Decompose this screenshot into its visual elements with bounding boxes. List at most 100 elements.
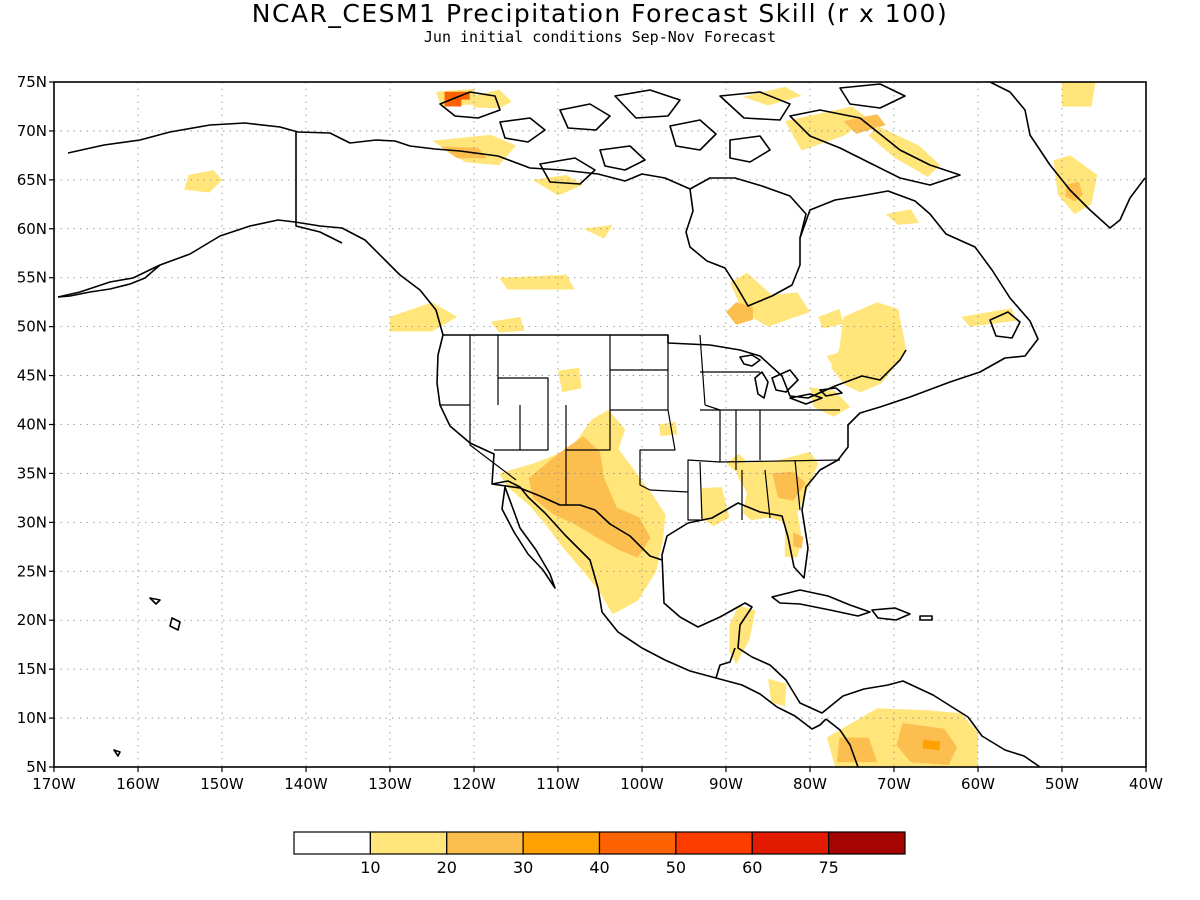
skill-region-level-1 bbox=[583, 224, 613, 239]
lat-tick-label: 20N bbox=[17, 611, 47, 629]
lat-tick-label: 40N bbox=[17, 416, 47, 434]
skill-region-level-1 bbox=[490, 316, 525, 333]
colorbar-label: 10 bbox=[360, 858, 380, 877]
colorbar-swatch bbox=[598, 831, 677, 855]
skill-region-level-3 bbox=[922, 739, 941, 751]
skill-region-level-1 bbox=[700, 487, 730, 527]
skill-region-level-1 bbox=[658, 421, 678, 437]
colorbar-swatch bbox=[293, 831, 371, 855]
lat-tick-label: 55N bbox=[17, 269, 47, 287]
hudson-bay bbox=[689, 177, 807, 239]
lat-tick-label: 75N bbox=[17, 73, 47, 91]
skill-region-level-1 bbox=[1062, 82, 1096, 107]
chart-subtitle: Jun initial conditions Sep-Nov Forecast bbox=[423, 28, 777, 46]
greenland bbox=[989, 82, 1146, 229]
hawaii bbox=[113, 597, 181, 757]
colorbar-swatch bbox=[522, 831, 601, 855]
skill-region-level-2 bbox=[836, 737, 878, 763]
skill-region-level-1 bbox=[818, 309, 844, 329]
skill-region-level-2 bbox=[726, 302, 753, 325]
newfoundland bbox=[989, 311, 1021, 339]
lon-tick-label: 160W bbox=[116, 775, 160, 793]
skill-region-level-2 bbox=[440, 146, 487, 159]
skill-region-level-1 bbox=[729, 605, 756, 665]
alaska-canada-border bbox=[295, 132, 343, 244]
longitude-labels: 170W 160W 150W 140W 130W 120W 110W 100W 90W 80W 70… bbox=[32, 767, 1163, 793]
mexico-pacific-coastline bbox=[57, 219, 827, 730]
lat-tick-label: 5N bbox=[26, 758, 47, 776]
skill-region-level-2 bbox=[843, 114, 886, 134]
skill-region-level-1 bbox=[558, 367, 582, 393]
lat-tick-label: 25N bbox=[17, 562, 47, 580]
colorbar-label: 40 bbox=[589, 858, 609, 877]
colorbar-label: 75 bbox=[818, 858, 838, 877]
lat-tick-label: 65N bbox=[17, 171, 47, 189]
map-grid bbox=[54, 82, 1146, 767]
north-america-coastline bbox=[67, 122, 1041, 767]
skill-region-level-1 bbox=[885, 209, 920, 225]
colorbar-swatch bbox=[675, 831, 753, 855]
lon-tick-label: 50W bbox=[1045, 775, 1079, 793]
mexico-guatemala-border bbox=[715, 647, 736, 679]
lon-tick-label: 120W bbox=[452, 775, 496, 793]
lat-tick-label: 35N bbox=[17, 464, 47, 482]
colorbar-swatch bbox=[369, 831, 448, 855]
lat-tick-label: 70N bbox=[17, 122, 47, 140]
skill-region-level-1 bbox=[810, 387, 851, 417]
skill-region-level-1 bbox=[499, 274, 575, 290]
south-america-north bbox=[825, 718, 859, 767]
lon-tick-label: 170W bbox=[32, 775, 76, 793]
lon-tick-label: 110W bbox=[536, 775, 580, 793]
skill-shading-layer bbox=[184, 82, 1098, 767]
lon-tick-label: 40W bbox=[1129, 775, 1163, 793]
lon-tick-label: 140W bbox=[284, 775, 328, 793]
colorbar-swatch bbox=[828, 831, 906, 855]
lat-tick-label: 45N bbox=[17, 367, 47, 385]
skill-region-level-1 bbox=[831, 302, 907, 393]
us-state-lines-west bbox=[440, 335, 668, 505]
lat-tick-label: 60N bbox=[17, 220, 47, 238]
skill-region-level-1 bbox=[532, 175, 584, 196]
lon-tick-label: 130W bbox=[368, 775, 412, 793]
lon-tick-label: 70W bbox=[877, 775, 911, 793]
colorbar-label: 60 bbox=[742, 858, 762, 877]
colorbar-label: 20 bbox=[437, 858, 457, 877]
us-state-lines-central bbox=[639, 334, 841, 521]
colorbar-swatch bbox=[751, 831, 830, 855]
lat-tick-label: 15N bbox=[17, 660, 47, 678]
colorbar-label: 50 bbox=[666, 858, 686, 877]
skill-region-level-4 bbox=[444, 91, 470, 107]
latitude-labels: 75N 70N 65N 60N 55N 50N 45N 40N 35N 30N 25N 20N 15N 1… bbox=[17, 73, 54, 776]
colorbar-swatch bbox=[446, 831, 524, 855]
alaska-peninsula bbox=[57, 264, 161, 298]
skill-region-level-2 bbox=[528, 436, 651, 558]
skill-region-level-2 bbox=[1065, 181, 1083, 202]
skill-region-level-1 bbox=[184, 170, 222, 193]
colorbar: 10 20 30 40 50 60 75 bbox=[293, 831, 906, 877]
coastlines-and-borders bbox=[57, 82, 1146, 767]
great-lakes bbox=[739, 354, 843, 405]
arctic-islands bbox=[439, 83, 961, 186]
lon-tick-label: 150W bbox=[200, 775, 244, 793]
lat-tick-label: 30N bbox=[17, 513, 47, 531]
skill-region-level-2 bbox=[793, 532, 804, 549]
skill-region-level-1 bbox=[768, 678, 787, 707]
skill-region-level-1 bbox=[826, 351, 848, 371]
skill-region-level-1 bbox=[961, 308, 1016, 327]
lon-tick-label: 60W bbox=[961, 775, 995, 793]
chart-title: NCAR_CESM1 Precipitation Forecast Skill … bbox=[251, 0, 949, 28]
skill-region-level-1 bbox=[390, 302, 458, 332]
skill-region-level-1 bbox=[734, 451, 819, 558]
lat-tick-label: 10N bbox=[17, 709, 47, 727]
baja-california bbox=[501, 486, 556, 589]
lon-tick-label: 90W bbox=[709, 775, 743, 793]
lon-tick-label: 80W bbox=[793, 775, 827, 793]
lon-tick-label: 100W bbox=[620, 775, 664, 793]
lat-tick-label: 50N bbox=[17, 318, 47, 336]
us-canada-border bbox=[443, 334, 907, 399]
skill-region-level-1 bbox=[784, 106, 869, 151]
cuba bbox=[771, 589, 871, 617]
us-mexico-border bbox=[491, 483, 663, 561]
colorbar-label: 30 bbox=[513, 858, 533, 877]
